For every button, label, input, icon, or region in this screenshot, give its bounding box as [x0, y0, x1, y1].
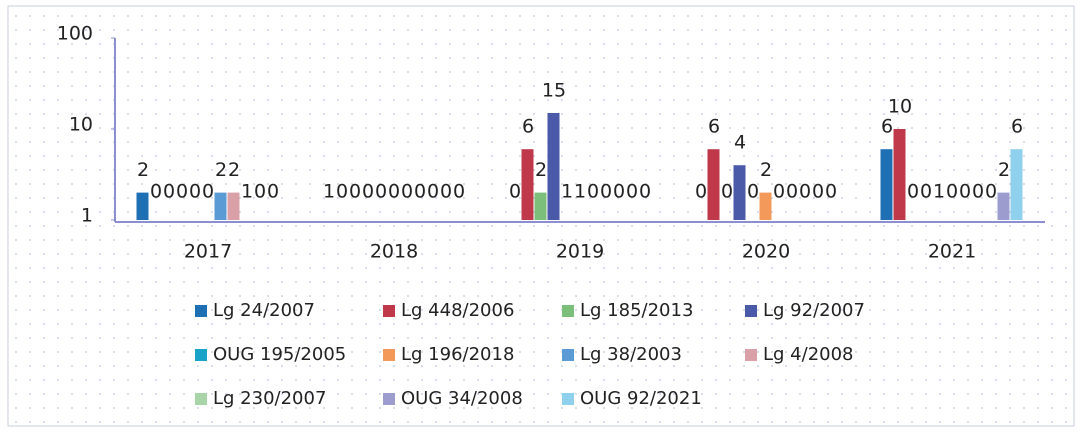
bar [227, 192, 240, 220]
data-label: 6 [522, 116, 534, 138]
legend-label: Lg 230/2007 [213, 388, 326, 409]
legend-swatch [745, 305, 757, 317]
data-label: 0 [825, 181, 837, 203]
legend-label: OUG 195/2005 [213, 344, 346, 365]
legend-label: Lg 196/2018 [401, 344, 514, 365]
data-label: 0 [440, 181, 452, 203]
data-label: 6 [708, 116, 720, 138]
x-tick-label: 2018 [370, 241, 418, 263]
bar [534, 192, 547, 220]
data-label: 1 [323, 181, 335, 203]
legend-swatch [745, 349, 757, 361]
y-tick-label: 10 [69, 114, 93, 136]
legend-swatch [383, 393, 395, 405]
data-label: 2 [998, 159, 1010, 181]
data-label: 0 [920, 181, 932, 203]
bar [733, 165, 746, 220]
legend-label: OUG 92/2021 [580, 388, 702, 409]
data-label: 0 [626, 181, 638, 203]
data-label: 0 [189, 181, 201, 203]
data-label: 1 [574, 181, 586, 203]
y-tick-label: 1 [81, 205, 93, 227]
legend-label: OUG 34/2008 [401, 388, 523, 409]
data-label: 0 [388, 181, 400, 203]
data-label: 0 [254, 181, 266, 203]
data-label: 15 [542, 79, 566, 101]
x-tick-label: 2020 [742, 241, 790, 263]
legend-label: Lg 92/2007 [763, 300, 865, 321]
data-label: 0 [349, 181, 361, 203]
legend-swatch [383, 305, 395, 317]
bar [997, 192, 1010, 220]
data-label: 0 [639, 181, 651, 203]
y-tick-label: 100 [57, 23, 93, 45]
data-label: 2 [228, 159, 240, 181]
data-label: 2 [215, 159, 227, 181]
data-label: 0 [176, 181, 188, 203]
bar [136, 192, 149, 220]
data-label: 0 [972, 181, 984, 203]
bar [880, 149, 893, 220]
data-label: 0 [427, 181, 439, 203]
data-label: 0 [163, 181, 175, 203]
bar [521, 149, 534, 220]
data-label: 0 [907, 181, 919, 203]
data-label: 1 [933, 181, 945, 203]
data-label: 0 [414, 181, 426, 203]
data-label: 0 [267, 181, 279, 203]
x-tick-label: 2019 [556, 241, 604, 263]
legend-label: Lg 448/2006 [401, 300, 514, 321]
data-label: 0 [362, 181, 374, 203]
legend-swatch [562, 349, 574, 361]
bar [893, 129, 906, 220]
data-label: 0 [587, 181, 599, 203]
bar [707, 149, 720, 220]
data-label: 0 [946, 181, 958, 203]
data-label: 0 [695, 181, 707, 203]
data-label: 10 [888, 96, 912, 118]
bar [759, 192, 772, 220]
data-label: 0 [336, 181, 348, 203]
legend-swatch [195, 393, 207, 405]
data-label: 0 [799, 181, 811, 203]
data-label: 6 [881, 116, 893, 138]
legend-label: Lg 4/2008 [763, 344, 854, 365]
bar [214, 192, 227, 220]
data-label: 0 [401, 181, 413, 203]
data-label: 0 [202, 181, 214, 203]
legend-label: Lg 24/2007 [213, 300, 315, 321]
data-label: 0 [747, 181, 759, 203]
data-label: 2 [535, 159, 547, 181]
legend-label: Lg 38/2003 [580, 344, 682, 365]
data-label: 6 [1011, 116, 1023, 138]
data-label: 0 [613, 181, 625, 203]
bar [547, 112, 560, 220]
data-label: 0 [773, 181, 785, 203]
legend-swatch [195, 305, 207, 317]
data-label: 2 [760, 159, 772, 181]
legend-swatch [195, 349, 207, 361]
data-label: 0 [375, 181, 387, 203]
data-label: 0 [509, 181, 521, 203]
bar [1010, 149, 1023, 220]
data-label: 1 [241, 181, 253, 203]
data-label: 1 [561, 181, 573, 203]
legend-swatch [383, 349, 395, 361]
legend-swatch [562, 305, 574, 317]
data-label: 0 [453, 181, 465, 203]
data-label: 0 [812, 181, 824, 203]
data-label: 0 [786, 181, 798, 203]
data-label: 0 [600, 181, 612, 203]
data-label: 0 [721, 181, 733, 203]
x-tick-label: 2021 [928, 241, 976, 263]
data-label: 4 [734, 132, 746, 154]
legend-swatch [562, 393, 574, 405]
data-label: 2 [137, 159, 149, 181]
data-label: 0 [959, 181, 971, 203]
legend-label: Lg 185/2013 [580, 300, 693, 321]
data-label: 0 [985, 181, 997, 203]
x-tick-label: 2017 [184, 241, 232, 263]
data-label: 0 [150, 181, 162, 203]
